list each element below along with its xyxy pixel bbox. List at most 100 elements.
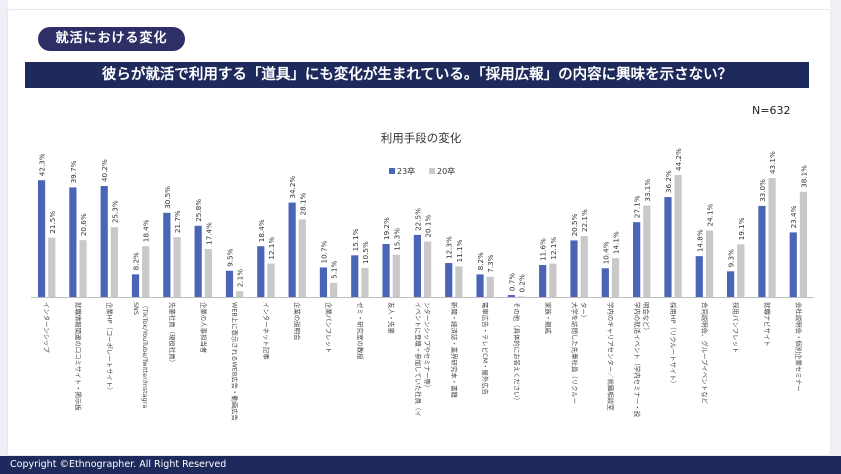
data-label-20-4: 21.7%: [173, 210, 182, 233]
bar-23-15: [507, 295, 515, 297]
bar-23-6: [225, 270, 234, 297]
bar-20-23: [768, 178, 776, 297]
headline-banner: 彼らが就活で利用する「道具」にも変化が生まれている。「採用広報」の内容に興味を示…: [25, 62, 809, 88]
data-label-23-22: 9.3%: [727, 249, 736, 267]
bar-20-4: [173, 237, 181, 297]
data-label-23-17: 20.5%: [570, 213, 579, 236]
legend-label-1: 20卒: [437, 166, 455, 176]
data-label-20-10: 10.5%: [361, 241, 370, 264]
bar-23-16: [539, 264, 547, 297]
bar-20-17: [580, 236, 588, 297]
category-label-24: 会社説明会・個別企業セミナー: [794, 302, 803, 391]
data-label-20-12: 20.1%: [424, 215, 433, 238]
category-label-0: インターンシップ: [43, 302, 52, 353]
data-label-20-15: 0.2%: [518, 274, 527, 292]
bar-23-21: [695, 256, 703, 297]
data-label-20-13: 11.1%: [455, 239, 464, 262]
category-label-15: その他（具体的にお答えください）: [512, 302, 521, 404]
bar-20-21: [705, 230, 714, 297]
category-label-3-0: SNS: [132, 302, 140, 315]
legend-label-0: 23卒: [397, 166, 415, 176]
data-label-20-19: 33.1%: [643, 179, 652, 202]
bar-23-17: [570, 240, 578, 297]
bar-23-4: [163, 212, 171, 297]
data-label-23-15: 0.7%: [507, 273, 516, 291]
data-label-20-21: 24.1%: [705, 203, 714, 226]
data-label-23-4: 30.5%: [163, 186, 172, 209]
data-label-23-12: 22.5%: [413, 208, 422, 231]
data-label-20-1: 20.6%: [79, 213, 88, 236]
bar-23-1: [69, 187, 77, 297]
data-label-20-24: 38.1%: [799, 165, 808, 188]
data-label-23-1: 39.7%: [69, 160, 78, 183]
category-label-18: 学内のキャリアセンター／就職相談室: [606, 302, 615, 411]
category-label-16: 家族・親戚: [544, 302, 553, 335]
category-label-19-0: 学内の就活イベント（学内セミナー・説: [633, 302, 642, 418]
category-label-8: 企業の説明会: [293, 302, 302, 341]
data-label-23-3: 8.2%: [132, 252, 141, 270]
bar-20-13: [455, 266, 463, 297]
category-label-12-1: ンターンシップやセミナー等）: [423, 302, 432, 391]
data-label-20-6: 2.1%: [236, 269, 245, 287]
bar-20-11: [392, 254, 400, 297]
data-label-23-5: 25.8%: [194, 199, 203, 222]
category-label-13: 新聞・経済誌・業界研究本・書籍: [450, 302, 459, 398]
sample-size-label: N=632: [752, 104, 791, 117]
right-margin: [830, 0, 841, 474]
category-label-6: WEB上に表示されるWEB広告・動画広告: [231, 302, 240, 422]
bar-23-11: [382, 244, 390, 297]
bar-20-24: [799, 191, 808, 297]
data-label-23-0: 42.3%: [38, 153, 47, 176]
bar-23-0: [37, 180, 46, 297]
category-label-4: 先輩社員（現役社員）: [168, 302, 177, 366]
bar-23-23: [758, 205, 766, 297]
bar-20-3: [142, 246, 150, 297]
bar-20-2: [110, 227, 118, 297]
data-label-20-9: 5.1%: [330, 260, 339, 278]
category-label-22: 採用パンフレット: [732, 302, 741, 353]
data-label-23-13: 12.3%: [445, 236, 454, 259]
data-label-23-19: 27.1%: [633, 195, 642, 218]
data-label-20-23: 43.1%: [768, 151, 777, 174]
data-label-23-14: 8.2%: [476, 252, 485, 270]
category-label-9: 企業パンフレット: [325, 302, 334, 353]
data-label-20-7: 12.1%: [267, 237, 276, 260]
data-label-23-9: 10.7%: [319, 240, 328, 263]
section-title-badge: 就活における変化: [38, 27, 185, 51]
bar-23-9: [319, 267, 328, 297]
category-label-12-0: イベントに登壇・参加していた社員（イ: [414, 302, 423, 417]
data-label-20-2: 25.3%: [110, 200, 119, 223]
category-label-21: 合同説明会、グループイベントなど: [700, 302, 709, 404]
bar-20-18: [611, 258, 620, 297]
bar-23-3: [131, 274, 140, 297]
category-label-7: インターネット記事: [262, 302, 271, 360]
data-label-20-5: 17.4%: [204, 222, 213, 245]
data-label-23-8: 34.2%: [288, 176, 297, 199]
bar-20-8: [298, 219, 306, 297]
data-label-23-18: 10.4%: [601, 241, 610, 264]
data-label-20-3: 18.4%: [142, 219, 151, 242]
data-label-20-11: 15.3%: [392, 228, 401, 251]
data-label-20-20: 44.2%: [674, 148, 683, 171]
category-label-1: 就職情報関連の口コミサイト・掲示板: [74, 302, 83, 411]
data-label-20-18: 14.1%: [612, 231, 621, 254]
bar-20-1: [79, 240, 87, 297]
data-label-23-11: 19.2%: [382, 217, 391, 240]
legend-swatch-0: [389, 168, 395, 174]
bar-20-0: [48, 237, 56, 297]
data-label-23-20: 36.2%: [664, 170, 673, 193]
category-label-11: 友人・先輩: [387, 302, 396, 334]
data-label-23-23: 33.0%: [758, 179, 767, 202]
data-label-23-10: 15.1%: [351, 228, 360, 251]
bar-20-22: [737, 244, 745, 297]
bar-20-10: [361, 268, 369, 297]
bar-23-22: [727, 271, 735, 297]
data-label-23-7: 18.4%: [257, 219, 266, 242]
copyright-footer: Copyright ©Ethnographer. All Right Reser…: [0, 456, 841, 474]
category-label-19-1: 明会など）: [642, 302, 651, 334]
chart-title: 利用手段の変化: [381, 131, 462, 145]
bar-23-8: [288, 202, 296, 297]
category-label-14: 電車広告・テレビCM・屋外広告: [481, 302, 490, 396]
bar-23-12: [413, 234, 421, 297]
data-label-20-17: 22.1%: [580, 209, 589, 232]
